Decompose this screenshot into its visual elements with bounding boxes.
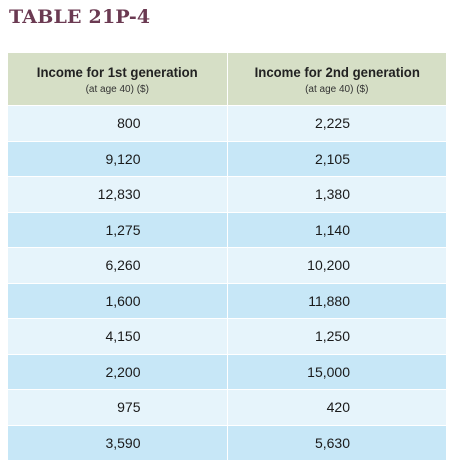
- income-table: Income for 1st generation (at age 40) ($…: [8, 53, 446, 461]
- cell-1st-generation-income: 975: [8, 389, 228, 426]
- table-row: 4,150 1,250: [8, 318, 446, 355]
- table-row: 2,200 15,000: [8, 354, 446, 390]
- cell-2nd-generation-income: 2,105: [227, 141, 446, 177]
- cell-2nd-generation-income: 2,225: [227, 105, 446, 142]
- table-title: TABLE 21P-4: [9, 6, 151, 28]
- header-sublabel: (at age 40) ($): [85, 83, 149, 95]
- table-body: 800 2,225 9,120 2,105 12,830 1,380 1,275 1,140 6…: [8, 105, 446, 461]
- cell-2nd-generation-income: 420: [227, 389, 446, 426]
- cell-2nd-generation-income: 5,630: [227, 425, 446, 461]
- cell-2nd-generation-income: 10,200: [227, 247, 446, 284]
- cell-2nd-generation-income: 15,000: [227, 354, 446, 390]
- table-row: 800 2,225: [8, 105, 446, 142]
- cell-2nd-generation-income: 11,880: [227, 283, 446, 319]
- cell-1st-generation-income: 6,260: [8, 247, 228, 284]
- cell-2nd-generation-income: 1,250: [227, 318, 446, 355]
- table-row: 3,590 5,630: [8, 425, 446, 461]
- header-sublabel: (at age 40) ($): [305, 83, 369, 95]
- cell-2nd-generation-income: 1,140: [227, 212, 446, 248]
- table-row: 1,275 1,140: [8, 212, 446, 248]
- table-row: 975 420: [8, 389, 446, 426]
- cell-1st-generation-income: 12,830: [8, 176, 228, 213]
- table-row: 9,120 2,105: [8, 141, 446, 177]
- table-row: 1,600 11,880: [8, 283, 446, 319]
- cell-1st-generation-income: 800: [8, 105, 228, 142]
- cell-1st-generation-income: 4,150: [8, 318, 228, 355]
- header-row: Income for 1st generation (at age 40) ($…: [8, 53, 446, 106]
- header-cell-1st-generation: Income for 1st generation (at age 40) ($…: [8, 53, 228, 106]
- cell-1st-generation-income: 2,200: [8, 354, 228, 390]
- header-cell-2nd-generation: Income for 2nd generation (at age 40) ($…: [227, 53, 446, 106]
- cell-1st-generation-income: 1,600: [8, 283, 228, 319]
- cell-1st-generation-income: 1,275: [8, 212, 228, 248]
- table-row: 12,830 1,380: [8, 176, 446, 213]
- cell-1st-generation-income: 9,120: [8, 141, 228, 177]
- header-label: Income for 1st generation: [36, 63, 198, 80]
- cell-1st-generation-income: 3,590: [8, 425, 228, 461]
- income-table-container: Income for 1st generation (at age 40) ($…: [8, 53, 446, 461]
- cell-2nd-generation-income: 1,380: [227, 176, 446, 213]
- table-row: 6,260 10,200: [8, 247, 446, 284]
- header-label: Income for 2nd generation: [254, 63, 420, 80]
